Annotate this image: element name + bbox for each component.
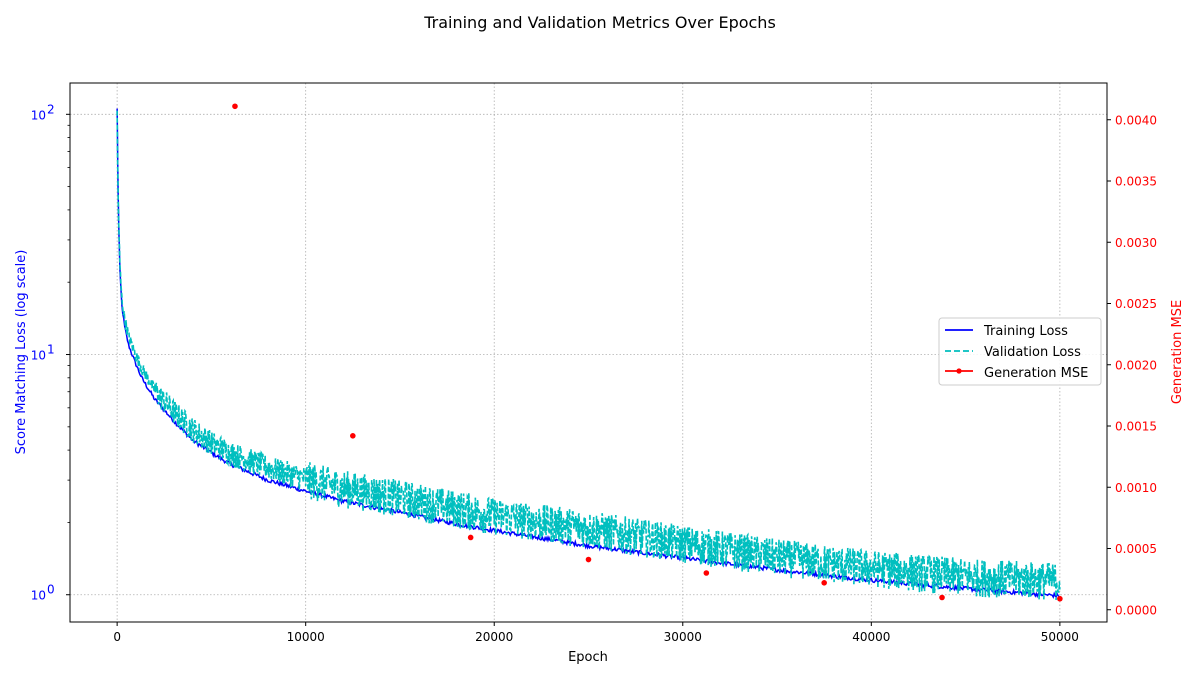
y-left-tick-exponent: 2 — [47, 102, 55, 116]
x-axis-label: Epoch — [568, 650, 608, 665]
y-left-tick-label: 10 — [31, 349, 46, 363]
x-tick-label: 10000 — [287, 630, 325, 644]
y-right-tick-label: 0.0015 — [1115, 420, 1157, 434]
series-line-training-loss — [116, 108, 1061, 600]
x-tick-label: 50000 — [1041, 630, 1079, 644]
y-axis-left-label: Score Matching Loss (log scale) — [14, 250, 29, 455]
series-point-generation-mse — [232, 103, 238, 110]
series-point-generation-mse — [821, 580, 827, 586]
legend-label-training: Training Loss — [983, 324, 1068, 339]
legend: Training Loss Validation Loss Generation… — [938, 317, 1102, 386]
y-axis-right: 0.0000 0.0005 0.0010 0.0015 0.0020 0.0025 0.00… — [1107, 113, 1157, 617]
series-point-generation-mse — [1057, 595, 1063, 602]
x-tick-label: 20000 — [475, 630, 513, 644]
y-right-tick-label: 0.0030 — [1115, 236, 1157, 250]
y-right-tick-label: 0.0035 — [1115, 175, 1157, 189]
legend-label-validation: Validation Loss — [984, 345, 1081, 360]
x-axis: 0 10000 20000 30000 40000 50000 — [113, 622, 1079, 644]
legend-label-generation: Generation MSE — [984, 366, 1088, 381]
series-point-generation-mse — [350, 433, 356, 439]
y-right-tick-label: 0.0025 — [1115, 297, 1157, 311]
series-point-generation-mse — [939, 594, 945, 601]
y-right-tick-label: 0.0000 — [1115, 603, 1157, 617]
y-right-tick-label: 0.0020 — [1115, 358, 1157, 372]
y-right-tick-label: 0.0010 — [1115, 481, 1157, 495]
legend-box — [938, 317, 1102, 386]
series-layer — [116, 103, 1063, 602]
series-line-validation-loss — [116, 110, 1061, 601]
y-left-tick-exponent: 1 — [47, 343, 55, 357]
series-point-generation-mse — [703, 570, 710, 576]
y-right-tick-label: 0.0040 — [1115, 113, 1157, 127]
y-right-tick-label: 0.0005 — [1115, 542, 1157, 556]
y-axis-right-label: Generation MSE — [1170, 300, 1185, 404]
x-tick-label: 40000 — [852, 630, 890, 644]
y-left-tick-exponent: 0 — [47, 583, 55, 597]
plot-frame — [69, 82, 1108, 623]
y-left-tick-label: 10 — [31, 108, 46, 122]
y-left-tick-label: 10 — [31, 589, 46, 603]
series-point-generation-mse — [585, 556, 592, 563]
chart-title: Training and Validation Metrics Over Epo… — [423, 13, 776, 32]
x-tick-label: 30000 — [664, 630, 702, 644]
x-tick-label: 0 — [113, 630, 121, 644]
legend-marker-generation — [956, 368, 962, 374]
series-point-generation-mse — [467, 534, 474, 541]
